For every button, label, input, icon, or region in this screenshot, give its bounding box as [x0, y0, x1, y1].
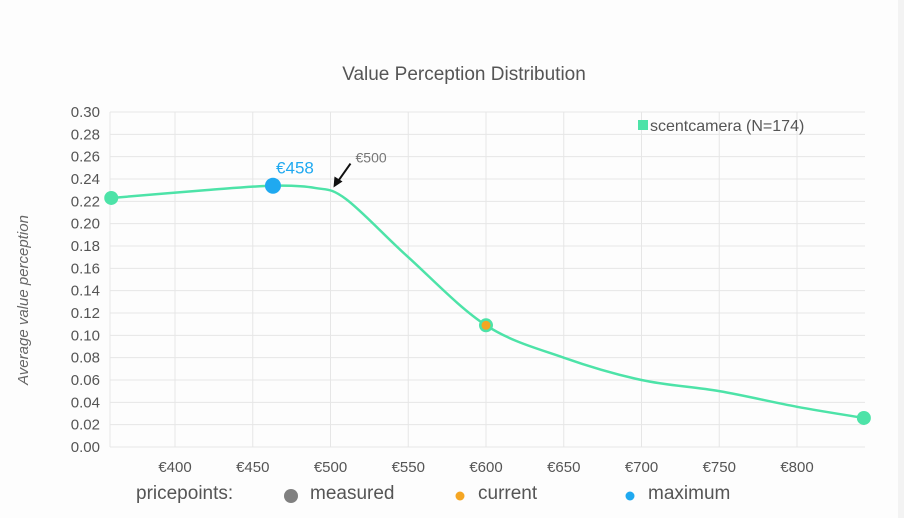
maximum-legend-label: maximum — [648, 483, 730, 504]
legend-label: scentcamera (N=174) — [650, 118, 804, 135]
y-tick-label: 0.06 — [71, 372, 100, 389]
measured-point — [104, 190, 119, 205]
x-tick-label: €400 — [158, 459, 191, 476]
pricepoints-title: pricepoints: — [136, 483, 233, 504]
x-tick-label: €550 — [392, 459, 425, 476]
chart-title: Value Perception Distribution — [342, 64, 586, 85]
y-tick-label: 0.20 — [71, 216, 100, 233]
x-tick-label: €650 — [547, 459, 580, 476]
annotation-label: €500 — [356, 150, 387, 166]
current-legend-label: current — [478, 483, 538, 504]
y-tick-label: 0.14 — [71, 283, 100, 300]
x-tick-label: €800 — [780, 459, 813, 476]
y-tick-label: 0.10 — [71, 327, 100, 344]
measured-legend-label: measured — [310, 483, 395, 504]
x-tick-label: €450 — [236, 459, 269, 476]
y-tick-label: 0.08 — [71, 350, 100, 367]
current-point — [481, 320, 491, 330]
y-tick-label: 0.28 — [71, 126, 100, 143]
x-tick-label: €600 — [469, 459, 502, 476]
y-tick-label: 0.04 — [71, 394, 100, 411]
y-tick-label: 0.18 — [71, 238, 100, 255]
y-tick-label: 0.02 — [71, 417, 100, 434]
annotation-arrowhead — [333, 176, 343, 188]
current-legend-marker — [455, 491, 465, 501]
y-tick-label: 0.00 — [71, 439, 100, 456]
y-tick-label: 0.12 — [71, 305, 100, 322]
x-tick-label: €500 — [314, 459, 347, 476]
series-line — [111, 184, 865, 420]
y-tick-label: 0.24 — [71, 171, 100, 188]
y-tick-label: 0.22 — [71, 193, 100, 210]
maximum-point — [264, 177, 281, 194]
y-tick-label: 0.16 — [71, 260, 100, 277]
maximum-legend-marker — [625, 491, 635, 501]
annotation-arrow — [337, 162, 352, 182]
legend[interactable]: scentcamera (N=174) — [638, 118, 804, 135]
y-axis-label: Average value perception — [15, 215, 32, 386]
pricepoints-legend: pricepoints: measured current maximum — [136, 483, 730, 504]
maximum-label: €458 — [276, 159, 314, 178]
legend-swatch — [638, 120, 648, 130]
x-tick-label: €700 — [625, 459, 658, 476]
y-tick-label: 0.26 — [71, 149, 100, 166]
annotation-500: €500 — [333, 150, 387, 188]
measured-point — [856, 410, 871, 425]
y-tick-label: 0.30 — [71, 104, 100, 121]
x-tick-label: €750 — [703, 459, 736, 476]
measured-legend-marker — [284, 489, 298, 503]
